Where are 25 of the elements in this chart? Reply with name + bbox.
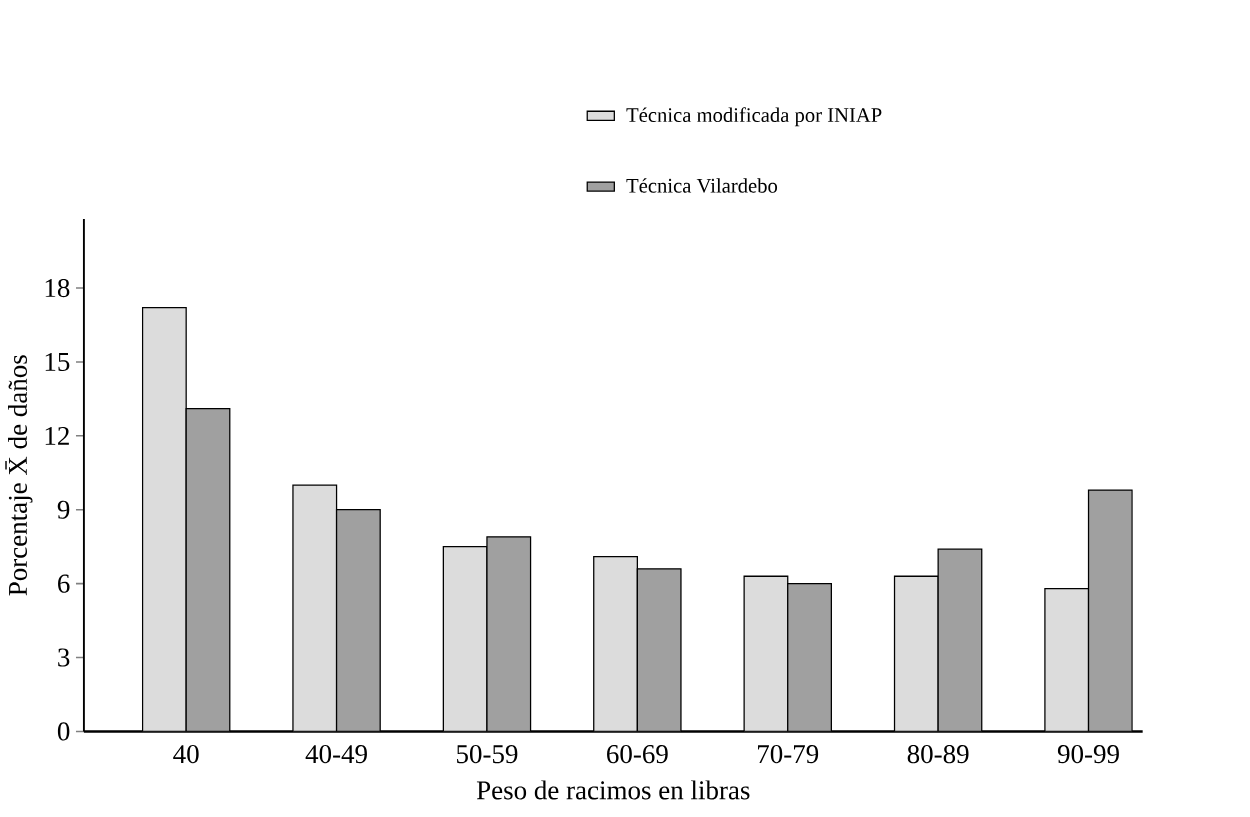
legend-label: Técnica Vilardebo	[626, 178, 778, 193]
y-tick-label: 15	[45, 352, 70, 371]
bar	[893, 575, 939, 732]
y-axis-title: Porcentaje X̄ de daños	[5, 355, 33, 596]
legend-label: Técnica modificada por INIAP	[626, 107, 882, 127]
x-tick-label: 70-79	[758, 744, 819, 764]
x-axis-title: Peso de racimos en libras	[476, 780, 750, 800]
bar	[1044, 587, 1090, 732]
y-tick-label: 9	[57, 500, 70, 519]
y-tick-label: 18	[45, 278, 70, 298]
bar	[141, 307, 187, 732]
y-tick-label: 3	[58, 648, 70, 667]
y-tick-label: 12	[45, 426, 69, 445]
x-tick-label: 40	[173, 744, 199, 764]
bar	[442, 545, 488, 732]
x-tick-label: 50-59	[457, 744, 518, 764]
y-tick-label: 6	[58, 574, 70, 593]
x-tick-label: 40-49	[305, 744, 367, 764]
x-tick-label: 60-69	[607, 744, 668, 764]
bar	[292, 484, 338, 732]
bar	[593, 555, 638, 732]
x-tick-label: 90-99	[1057, 744, 1119, 764]
y-tick-label: 0	[57, 722, 70, 741]
x-tick-label: 80-89	[907, 744, 969, 764]
bar	[743, 575, 789, 732]
